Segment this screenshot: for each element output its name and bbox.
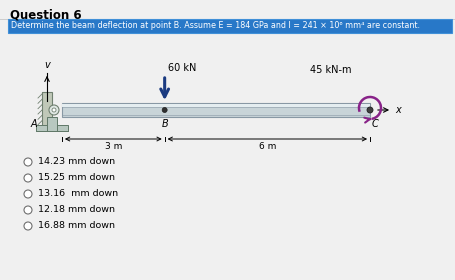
Text: 13.16  mm down: 13.16 mm down [38,190,118,199]
Bar [36,125,68,131]
Text: C: C [371,119,378,129]
Text: 60 kN: 60 kN [167,63,196,73]
Bar [42,92,52,128]
Text: 14.23 mm down: 14.23 mm down [38,157,115,167]
Text: 16.88 mm down: 16.88 mm down [38,221,115,230]
Text: Question 6: Question 6 [10,8,81,21]
Bar [62,103,369,117]
Circle shape [24,222,32,230]
Text: x: x [394,105,400,115]
Circle shape [24,174,32,182]
Text: 6 m: 6 m [258,142,275,151]
Text: 15.25 mm down: 15.25 mm down [38,174,115,183]
Circle shape [162,108,167,113]
Bar [47,117,57,131]
Text: 45 kN-m: 45 kN-m [309,65,351,75]
Circle shape [52,108,56,112]
Circle shape [49,105,59,115]
Text: 12.18 mm down: 12.18 mm down [38,206,115,214]
Circle shape [24,190,32,198]
Bar [8,19,451,33]
Circle shape [24,206,32,214]
Text: Determine the beam deflection at point B. Assume E = 184 GPa and I = 241 × 10⁶ m: Determine the beam deflection at point B… [11,22,419,31]
Circle shape [366,107,372,113]
Text: A: A [30,119,37,129]
Text: B: B [161,119,168,129]
Bar [62,104,369,106]
Circle shape [24,158,32,166]
Text: 3 m: 3 m [104,142,122,151]
Text: v: v [44,60,50,70]
